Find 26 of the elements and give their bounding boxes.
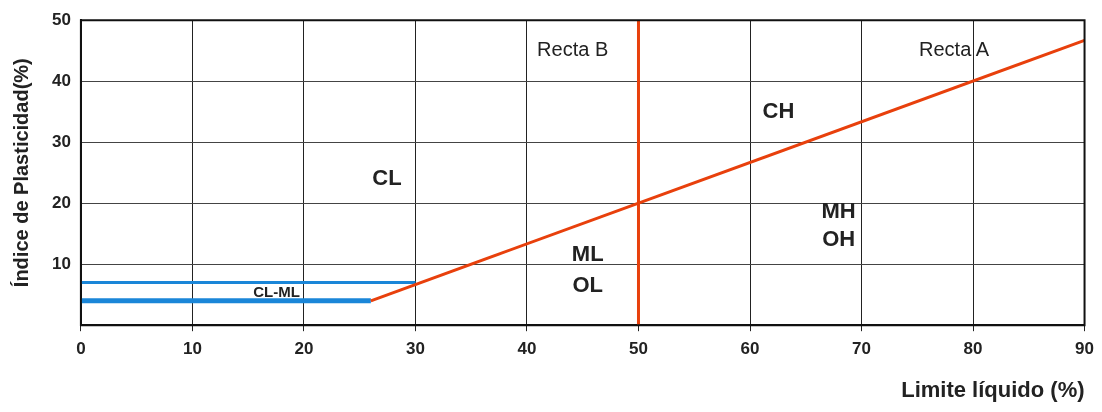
x-tick-label: 80 <box>963 339 983 359</box>
x-tick-label: 30 <box>405 339 425 359</box>
annotation: CL <box>372 164 402 190</box>
y-tick-label: 30 <box>51 131 71 151</box>
y-tick-label: 50 <box>51 9 71 29</box>
y-axis-title: Índice de Plasticidad(%) <box>9 58 32 288</box>
x-tick-label: 60 <box>740 339 760 359</box>
x-tick-label: 50 <box>629 339 648 359</box>
x-tick-label: 70 <box>852 339 871 359</box>
annotation: Recta A <box>919 38 990 61</box>
x-tick-label: 90 <box>1075 339 1095 359</box>
annotation: CH <box>762 97 795 123</box>
annotation: Recta B <box>537 38 609 61</box>
x-tick-label: 40 <box>517 339 537 359</box>
x-axis-title: Limite líquido (%) <box>901 376 1085 402</box>
annotation: MH <box>821 198 856 224</box>
x-tick-label: 10 <box>182 339 202 359</box>
annotation: CL-ML <box>253 283 300 301</box>
x-tick-label: 20 <box>294 339 314 359</box>
x-tick-label: 0 <box>76 339 86 359</box>
annotation: OH <box>822 225 856 251</box>
y-tick-label: 20 <box>51 192 71 212</box>
y-tick-label: 40 <box>51 70 71 90</box>
annotation: ML <box>571 241 604 267</box>
y-tick-label: 10 <box>51 253 71 273</box>
annotation: OL <box>572 271 604 297</box>
